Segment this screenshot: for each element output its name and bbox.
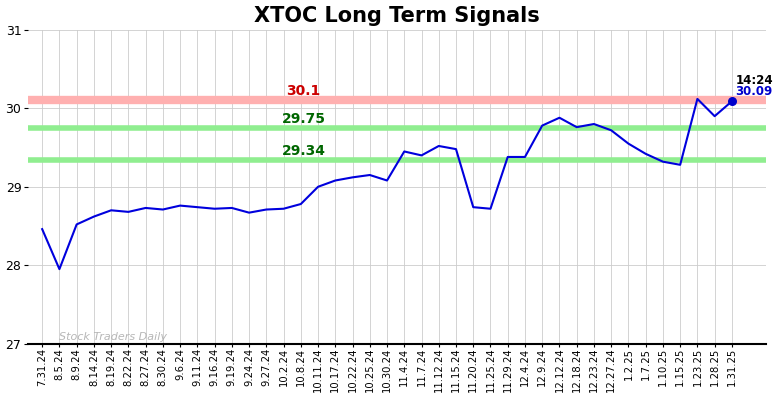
Point	[726, 98, 739, 104]
Text: 29.75: 29.75	[281, 112, 325, 126]
Title: XTOC Long Term Signals: XTOC Long Term Signals	[255, 6, 540, 25]
Text: Stock Traders Daily: Stock Traders Daily	[60, 332, 168, 342]
Text: 29.34: 29.34	[281, 144, 325, 158]
Text: 30.09: 30.09	[735, 85, 772, 98]
Text: 30.1: 30.1	[287, 84, 321, 98]
Text: 14:24: 14:24	[735, 74, 773, 87]
